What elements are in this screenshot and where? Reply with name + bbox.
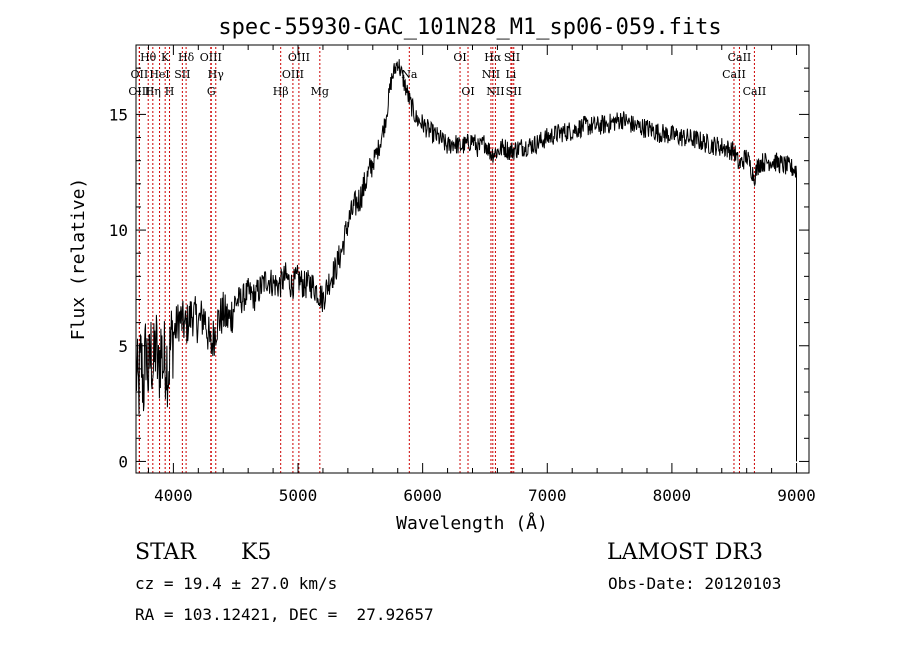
line-label: Hδ bbox=[178, 51, 195, 64]
line-label: OIII bbox=[282, 68, 304, 81]
line-label: Hη bbox=[145, 85, 161, 98]
x-tick-label: 6000 bbox=[403, 486, 442, 505]
y-axis: 0 5 10 15 bbox=[109, 44, 809, 471]
line-label: OI bbox=[461, 85, 474, 98]
y-tick-label: 5 bbox=[118, 337, 128, 356]
line-label: SII bbox=[174, 68, 190, 81]
line-label: NII bbox=[482, 68, 500, 81]
y-axis-label: Flux (relative) bbox=[68, 178, 89, 341]
x-tick-label: 5000 bbox=[279, 486, 318, 505]
x-tick-label: 8000 bbox=[653, 486, 692, 505]
plot-frame bbox=[135, 44, 810, 474]
survey-name: LAMOST DR3 bbox=[607, 540, 763, 565]
line-label: Li bbox=[505, 68, 516, 81]
x-axis-label: Wavelength (Å) bbox=[396, 512, 548, 534]
line-label: OI bbox=[453, 51, 466, 64]
observation-date: Obs-Date: 20120103 bbox=[608, 574, 782, 593]
line-label: NII bbox=[486, 85, 504, 98]
x-tick-label: 7000 bbox=[528, 486, 567, 505]
line-label: SII bbox=[506, 85, 522, 98]
object-class: STAR bbox=[135, 540, 196, 565]
line-label: Hγ bbox=[208, 68, 225, 81]
x-tick-label: 4000 bbox=[154, 486, 193, 505]
line-label: OIII bbox=[200, 51, 222, 64]
line-label: Mg bbox=[311, 85, 329, 98]
line-label: H bbox=[165, 85, 175, 98]
line-label: OIII bbox=[288, 51, 310, 64]
redshift-velocity: cz = 19.4 ± 27.0 km/s bbox=[135, 574, 338, 593]
y-tick-label: 15 bbox=[109, 105, 128, 124]
line-label: G bbox=[207, 85, 216, 98]
spectrum-line bbox=[135, 59, 797, 462]
line-label: Hθ bbox=[140, 51, 157, 64]
object-subclass: K5 bbox=[241, 540, 272, 565]
x-axis: 4000 5000 6000 7000 8000 9000 bbox=[147, 45, 816, 505]
line-label: Na bbox=[401, 68, 418, 81]
line-label: Hβ bbox=[273, 85, 289, 98]
line-label: Hα bbox=[484, 51, 502, 64]
line-label: K bbox=[161, 51, 170, 64]
line-label: OII bbox=[131, 68, 149, 81]
line-label: CaII bbox=[728, 51, 752, 64]
line-label: SII bbox=[504, 51, 520, 64]
x-tick-label: 9000 bbox=[777, 486, 816, 505]
line-label: CaII bbox=[722, 68, 746, 81]
y-tick-label: 10 bbox=[109, 221, 128, 240]
line-label: CaII bbox=[743, 85, 767, 98]
coordinates: RA = 103.12421, DEC = 27.92657 bbox=[135, 605, 434, 624]
line-label: HeI bbox=[149, 68, 169, 81]
emission-line-markers bbox=[138, 47, 755, 473]
chart-title: spec-55930-GAC_101N28_M1_sp06-059.fits bbox=[218, 15, 721, 40]
y-tick-label: 0 bbox=[118, 452, 128, 471]
